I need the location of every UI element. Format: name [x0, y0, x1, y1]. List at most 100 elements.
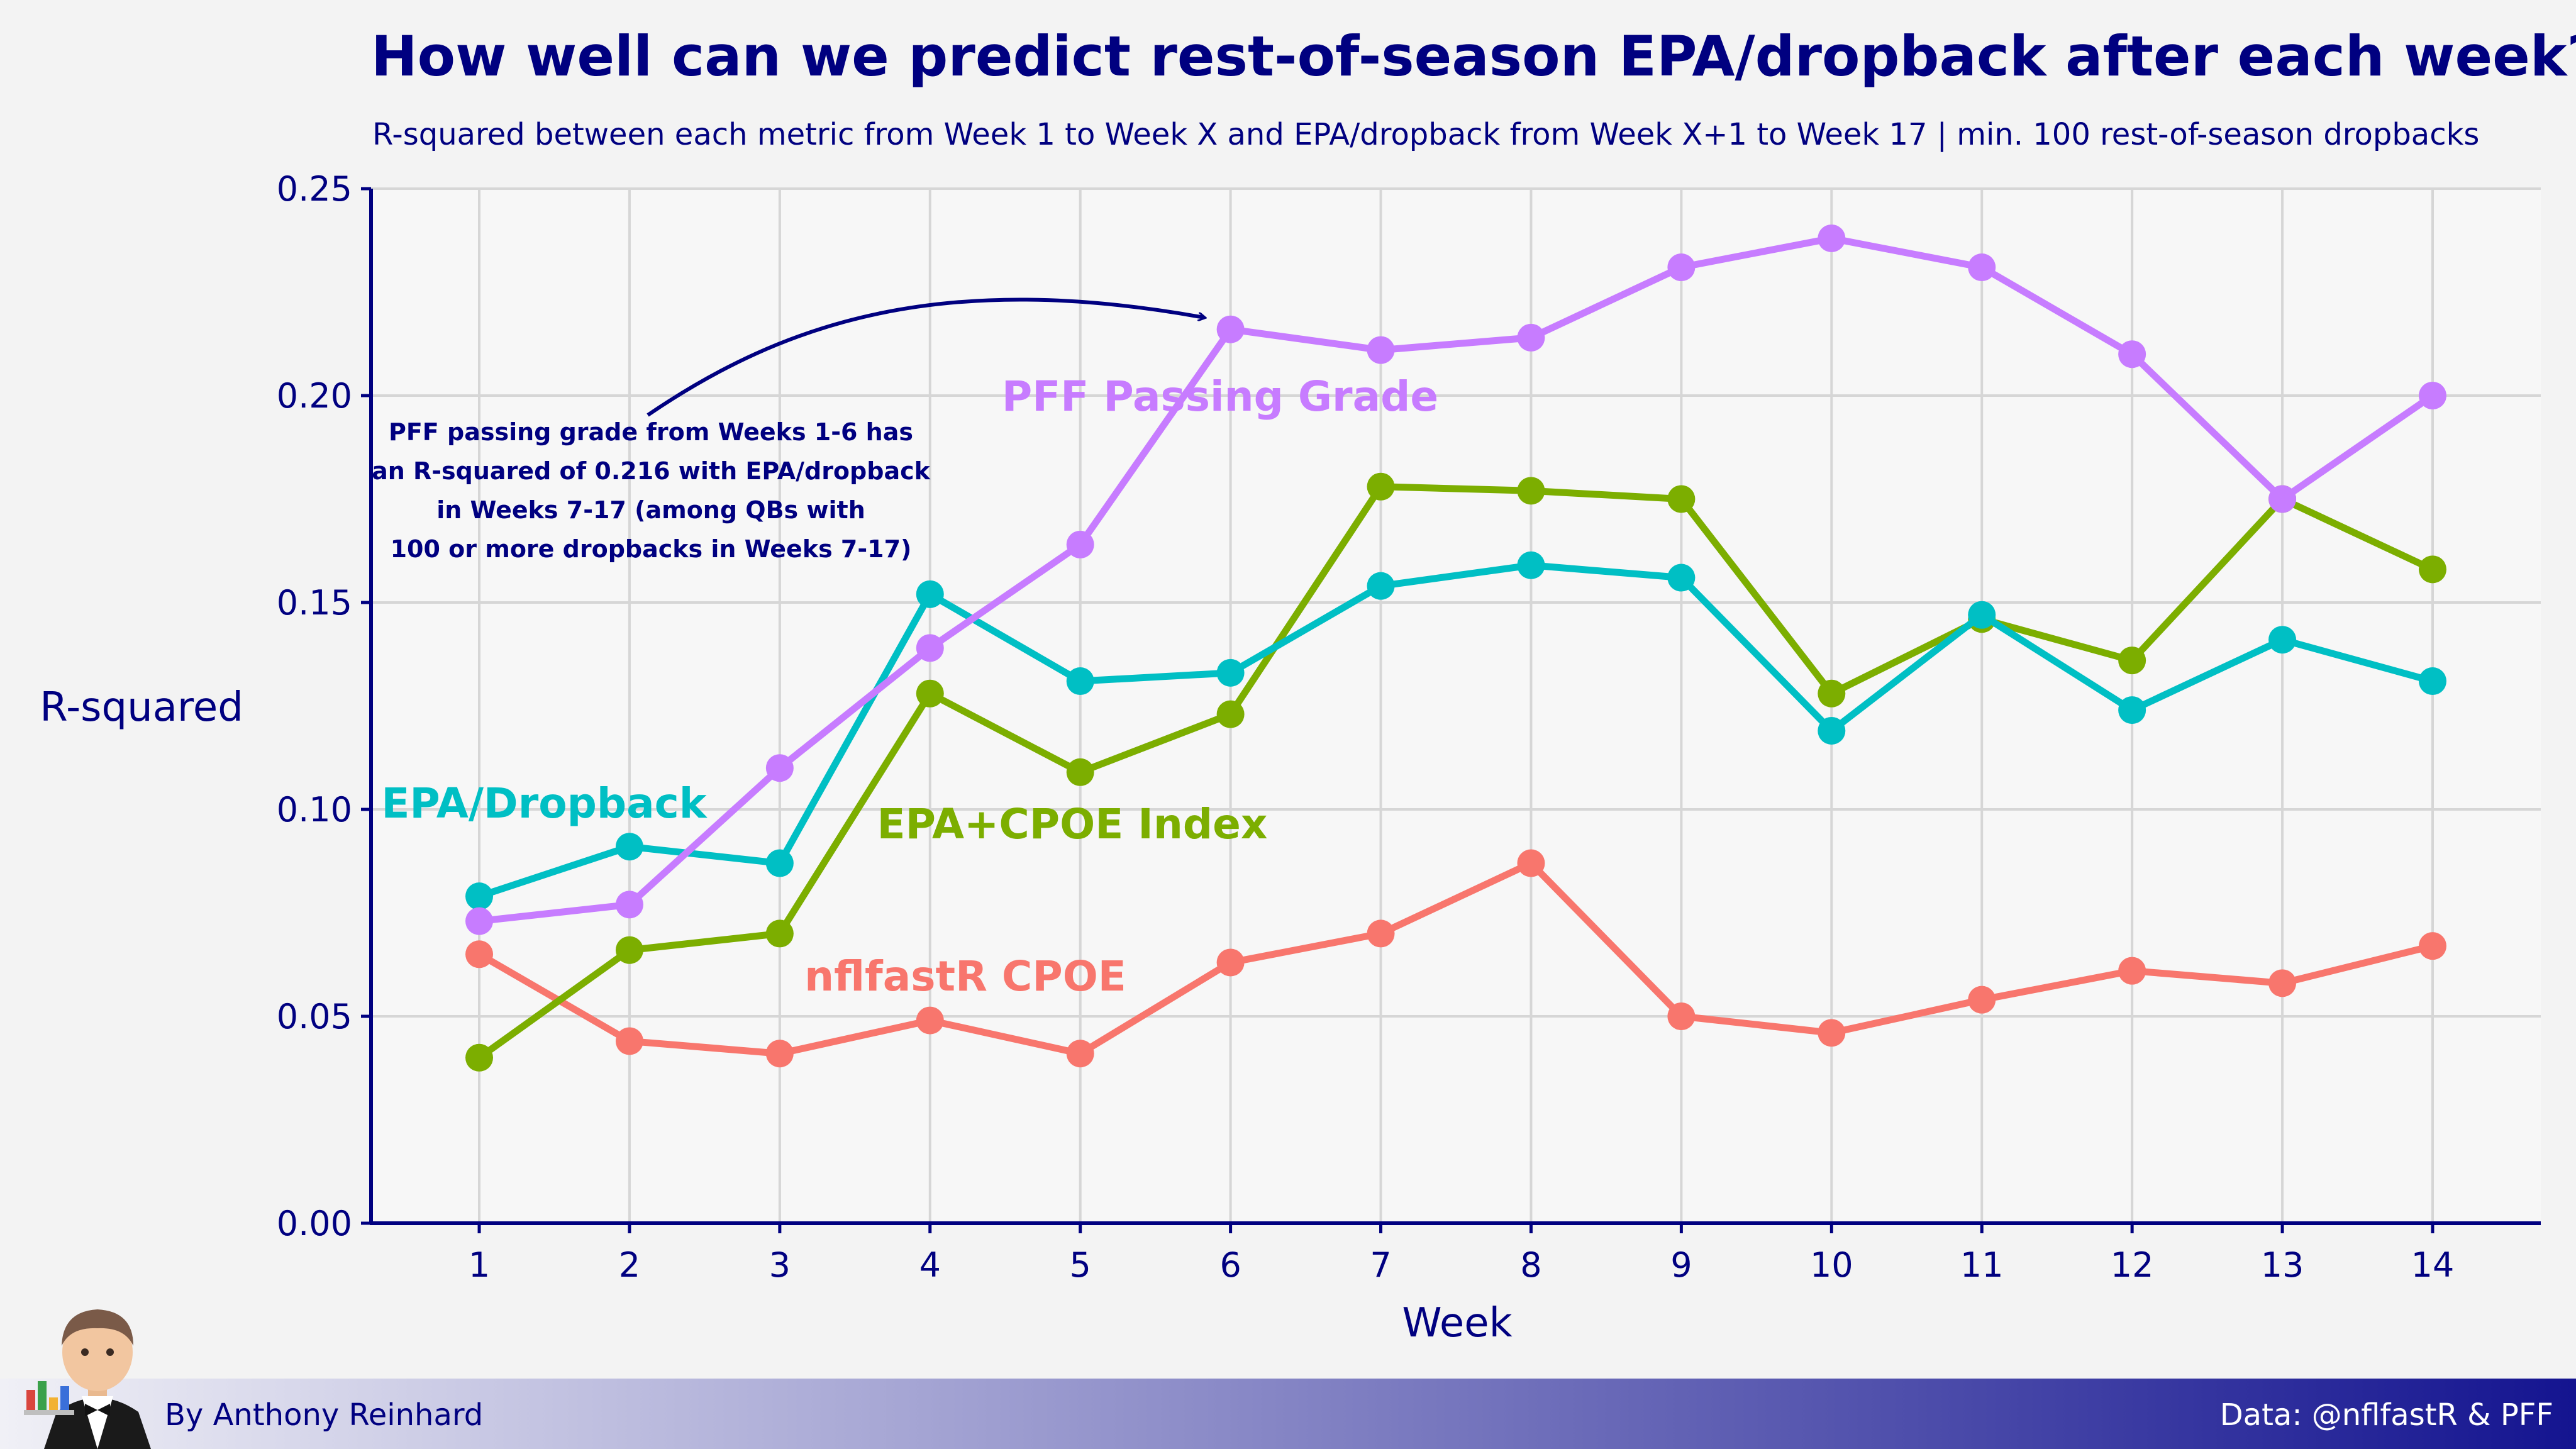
x-tick-label: 8 [1520, 1245, 1541, 1285]
point-epa-cpoe-index [1216, 700, 1245, 728]
point-pff-passing-grade [916, 634, 944, 662]
x-tick-label: 2 [619, 1245, 640, 1285]
point-pff-passing-grade [1818, 224, 1846, 252]
annotation-line-1: PFF passing grade from Weeks 1-6 has [389, 418, 913, 446]
point-epa-cpoe-index [1667, 485, 1696, 513]
point-pff-passing-grade [615, 891, 643, 919]
y-tick-label: 0.20 [277, 376, 352, 416]
y-axis-title: R-squared [40, 684, 243, 731]
label-pff-passing-grade: PFF Passing Grade [1002, 372, 1438, 421]
y-tick-label: 0.05 [277, 997, 352, 1036]
annotation-arrow [647, 297, 1204, 417]
point-epa-dropback [2118, 696, 2146, 724]
point-pff-passing-grade [1066, 530, 1094, 558]
point-epa-dropback [615, 833, 643, 861]
point-epa-cpoe-index [2418, 555, 2446, 584]
point-epa-cpoe-index [1066, 758, 1094, 786]
y-tick-label: 0.00 [277, 1204, 352, 1243]
footer-source: Data: @nflfastR & PFF [2220, 1397, 2553, 1433]
chart-subtitle: R-squared between each metric from Week … [372, 117, 2479, 152]
point-epa-dropback [1818, 716, 1846, 745]
annotation-line-4: 100 or more dropbacks in Weeks 7-17) [391, 535, 912, 563]
x-tick-label: 5 [1070, 1245, 1091, 1285]
point-epa-dropback [765, 849, 794, 877]
point-epa-cpoe-index [1818, 679, 1846, 708]
annotation-line-3: in Weeks 7-17 (among QBs with [436, 496, 865, 524]
point-epa-dropback [916, 580, 944, 608]
y-tick-label: 0.10 [277, 790, 352, 830]
point-nflfastr-cpoe [465, 940, 494, 969]
point-nflfastr-cpoe [1968, 985, 1996, 1014]
axes: 0.000.050.100.150.200.251 2 3 4 5 6 7 8 9 10 11 12 1… [277, 169, 2541, 1285]
point-epa-cpoe-index [916, 679, 944, 708]
point-nflfastr-cpoe [2418, 932, 2446, 960]
x-tick-label: 14 [2411, 1245, 2455, 1285]
point-pff-passing-grade [2418, 382, 2446, 409]
point-nflfastr-cpoe [2118, 957, 2146, 985]
point-epa-dropback [1667, 564, 1696, 592]
point-pff-passing-grade [2118, 340, 2146, 369]
x-tick-label: 13 [2261, 1245, 2304, 1285]
label-epa-dropback: EPA/Dropback [381, 779, 708, 828]
point-nflfastr-cpoe [615, 1027, 643, 1055]
series-epa-dropback [465, 551, 2446, 911]
point-nflfastr-cpoe [765, 1040, 794, 1068]
x-tick-label: 7 [1370, 1245, 1391, 1285]
point-pff-passing-grade [2268, 485, 2297, 513]
butler-logo-icon [24, 1309, 151, 1449]
point-epa-dropback [465, 882, 494, 911]
point-nflfastr-cpoe [1667, 1002, 1696, 1030]
x-tick-label: 3 [769, 1245, 791, 1285]
point-epa-dropback [1216, 658, 1245, 687]
annotation-line-2: an R-squared of 0.216 with EPA/dropback [372, 457, 931, 485]
point-epa-cpoe-index [765, 919, 794, 948]
footer-author: By Anthony Reinhard [165, 1397, 483, 1433]
point-pff-passing-grade [1216, 315, 1245, 343]
point-epa-dropback [2418, 667, 2446, 696]
point-epa-cpoe-index [615, 936, 643, 964]
point-nflfastr-cpoe [1066, 1040, 1094, 1068]
point-epa-dropback [1517, 551, 1545, 579]
label-nflfastr-cpoe: nflfastR CPOE [804, 952, 1126, 1001]
point-pff-passing-grade [1667, 253, 1696, 282]
series-nflfastr-cpoe [465, 849, 2446, 1068]
x-tick-label: 11 [1960, 1245, 2004, 1285]
point-pff-passing-grade [765, 754, 794, 782]
y-tick-label: 0.25 [277, 169, 352, 209]
point-epa-cpoe-index [2118, 647, 2146, 675]
x-tick-label: 1 [469, 1245, 490, 1285]
line-epa-dropback [475, 562, 2436, 900]
x-tick-label: 4 [919, 1245, 941, 1285]
annotation: PFF passing grade from Weeks 1-6 has an … [372, 297, 1204, 563]
point-nflfastr-cpoe [1818, 1019, 1846, 1047]
point-nflfastr-cpoe [1517, 849, 1545, 877]
point-nflfastr-cpoe [2268, 969, 2297, 997]
point-epa-cpoe-index [465, 1043, 494, 1072]
x-tick-label: 6 [1219, 1245, 1241, 1285]
line-epa-cpoe-index [475, 483, 2436, 1062]
point-nflfastr-cpoe [1216, 948, 1245, 977]
y-tick-label: 0.15 [277, 583, 352, 623]
x-tick-label: 12 [2111, 1245, 2154, 1285]
series-layer [465, 224, 2446, 1072]
footer-bar [0, 1379, 2576, 1449]
x-tick-label: 9 [1670, 1245, 1692, 1285]
x-axis-title: Week [1402, 1300, 1512, 1346]
point-epa-cpoe-index [1367, 472, 1395, 501]
point-pff-passing-grade [1367, 336, 1395, 364]
point-epa-dropback [1367, 572, 1395, 600]
point-nflfastr-cpoe [1367, 919, 1395, 948]
point-epa-dropback [2268, 626, 2297, 654]
point-pff-passing-grade [465, 907, 494, 935]
point-pff-passing-grade [1968, 253, 1996, 282]
line-nflfastr-cpoe [475, 860, 2436, 1057]
point-epa-cpoe-index [1517, 477, 1545, 505]
chart-title: How well can we predict rest-of-season E… [371, 24, 2576, 89]
point-epa-dropback [1066, 667, 1094, 696]
label-epa-cpoe-index: EPA+CPOE Index [877, 800, 1268, 848]
series-pff-passing-grade [465, 224, 2446, 935]
line-pff-passing-grade [475, 235, 2436, 925]
point-pff-passing-grade [1517, 323, 1545, 352]
point-nflfastr-cpoe [916, 1006, 944, 1035]
